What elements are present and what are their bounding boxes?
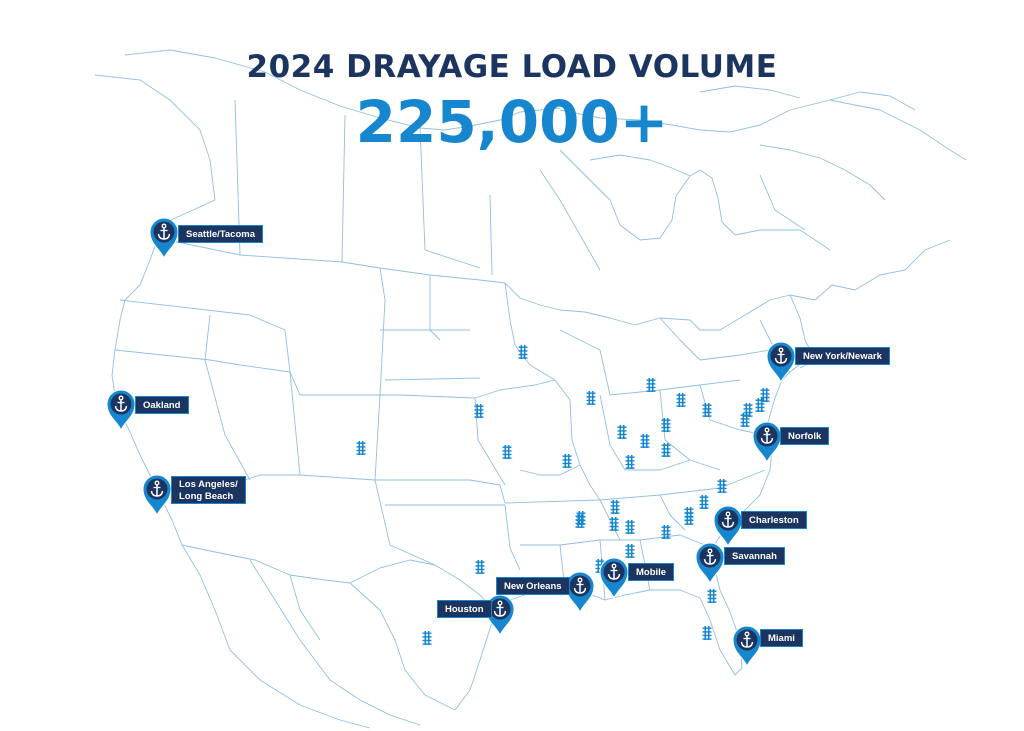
port-label-savannah: Savannah bbox=[724, 547, 785, 565]
page-title: 2024 DRAYAGE LOAD VOLUME bbox=[246, 49, 778, 85]
total-volume: 225,000+ bbox=[355, 88, 669, 156]
rail-track-icon bbox=[356, 441, 366, 455]
port-label-houston: Houston bbox=[437, 600, 492, 618]
port-label-seattle: Seattle/Tacoma bbox=[178, 225, 263, 243]
port-label-miami: Miami bbox=[760, 629, 803, 647]
rail-track-icon bbox=[707, 589, 717, 603]
anchor-icon[interactable] bbox=[565, 571, 595, 613]
rail-track-icon bbox=[699, 495, 709, 509]
rail-track-icon bbox=[475, 560, 485, 574]
rail-track-icon bbox=[640, 434, 650, 448]
port-label-mobile: Mobile bbox=[628, 563, 675, 581]
anchor-icon[interactable] bbox=[695, 542, 725, 584]
rail-track-icon bbox=[625, 544, 635, 558]
rail-track-icon bbox=[502, 445, 512, 459]
rail-track-icon bbox=[625, 520, 635, 534]
anchor-icon[interactable] bbox=[106, 389, 136, 431]
rail-track-icon bbox=[684, 507, 694, 521]
rail-track-icon bbox=[422, 631, 432, 645]
port-label-newyork: New York/Newark bbox=[795, 347, 890, 365]
rail-track-icon bbox=[661, 443, 671, 457]
port-label-losangeles: Los Angeles/ Long Beach bbox=[171, 476, 246, 504]
rail-track-icon bbox=[610, 500, 620, 514]
port-label-norfolk: Norfolk bbox=[780, 427, 830, 445]
rail-track-icon bbox=[661, 418, 671, 432]
rail-track-icon bbox=[617, 425, 627, 439]
port-label-oakland: Oakland bbox=[135, 396, 189, 414]
anchor-icon[interactable] bbox=[713, 505, 743, 547]
port-label-neworleans: New Orleans bbox=[496, 577, 570, 595]
anchor-icon[interactable] bbox=[766, 341, 796, 383]
rail-track-icon bbox=[702, 626, 712, 640]
rail-track-icon bbox=[740, 413, 750, 427]
anchor-icon[interactable] bbox=[149, 217, 179, 259]
port-label-charleston: Charleston bbox=[741, 511, 807, 529]
anchor-icon[interactable] bbox=[752, 421, 782, 463]
country-borders bbox=[94, 49, 967, 729]
anchor-icon[interactable] bbox=[732, 625, 762, 667]
rail-track-icon bbox=[586, 391, 596, 405]
rail-track-icon bbox=[625, 455, 635, 469]
rail-track-icon bbox=[562, 454, 572, 468]
rail-track-icon bbox=[676, 393, 686, 407]
rail-track-icon bbox=[646, 378, 656, 392]
